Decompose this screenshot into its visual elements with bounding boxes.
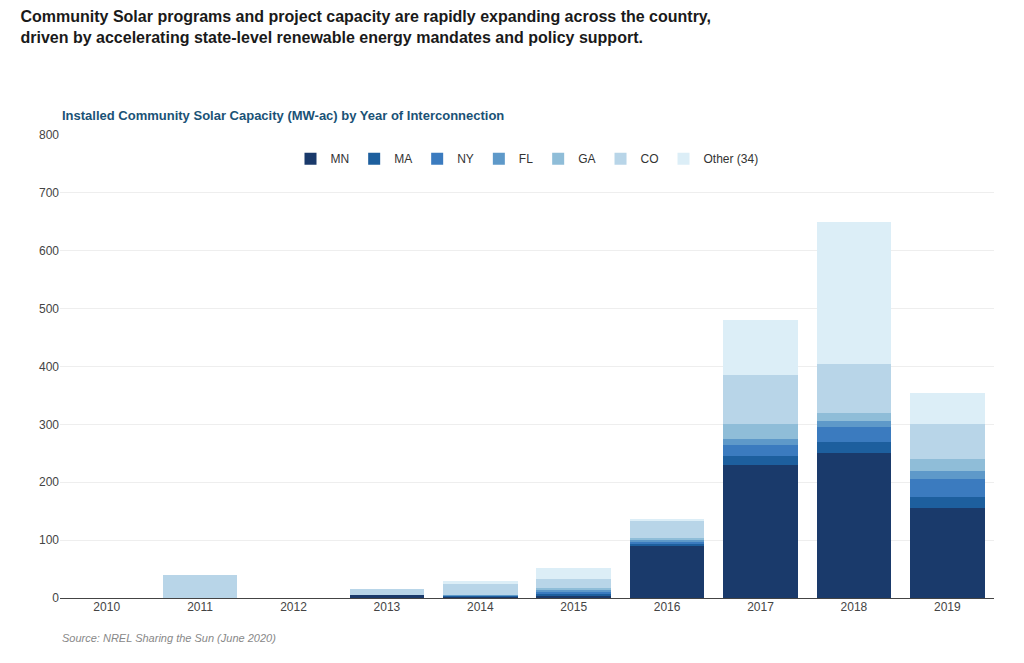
svg-text:MN: MN (331, 152, 350, 166)
svg-text:GA: GA (578, 152, 595, 166)
svg-text:2013: 2013 (374, 600, 401, 614)
svg-text:Source: NREL Sharing the Sun (: Source: NREL Sharing the Sun (June 2020) (62, 632, 276, 644)
svg-text:300: 300 (39, 418, 59, 432)
svg-text:Installed Community Solar Capa: Installed Community Solar Capacity (MW-a… (62, 108, 504, 123)
svg-text:200: 200 (39, 475, 59, 489)
svg-text:NY: NY (457, 152, 474, 166)
svg-text:2016: 2016 (654, 600, 681, 614)
svg-text:800: 800 (39, 128, 59, 142)
svg-text:2015: 2015 (560, 600, 587, 614)
svg-text:600: 600 (39, 244, 59, 258)
svg-text:2011: 2011 (187, 600, 213, 614)
svg-text:MA: MA (394, 152, 412, 166)
svg-text:2017: 2017 (747, 600, 774, 614)
svg-text:CO: CO (641, 152, 659, 166)
svg-text:2012: 2012 (280, 600, 307, 614)
svg-text:Other (34): Other (34) (704, 152, 759, 166)
svg-text:2014: 2014 (467, 600, 494, 614)
svg-text:0: 0 (52, 591, 59, 605)
svg-text:2019: 2019 (934, 600, 961, 614)
svg-text:2010: 2010 (93, 600, 120, 614)
svg-text:Community Solar programs and p: Community Solar programs and project cap… (20, 8, 711, 46)
svg-text:2018: 2018 (841, 600, 868, 614)
svg-text:500: 500 (39, 302, 59, 316)
svg-text:700: 700 (39, 186, 59, 200)
svg-text:100: 100 (39, 533, 59, 547)
svg-text:400: 400 (39, 360, 59, 374)
svg-text:FL: FL (519, 152, 533, 166)
